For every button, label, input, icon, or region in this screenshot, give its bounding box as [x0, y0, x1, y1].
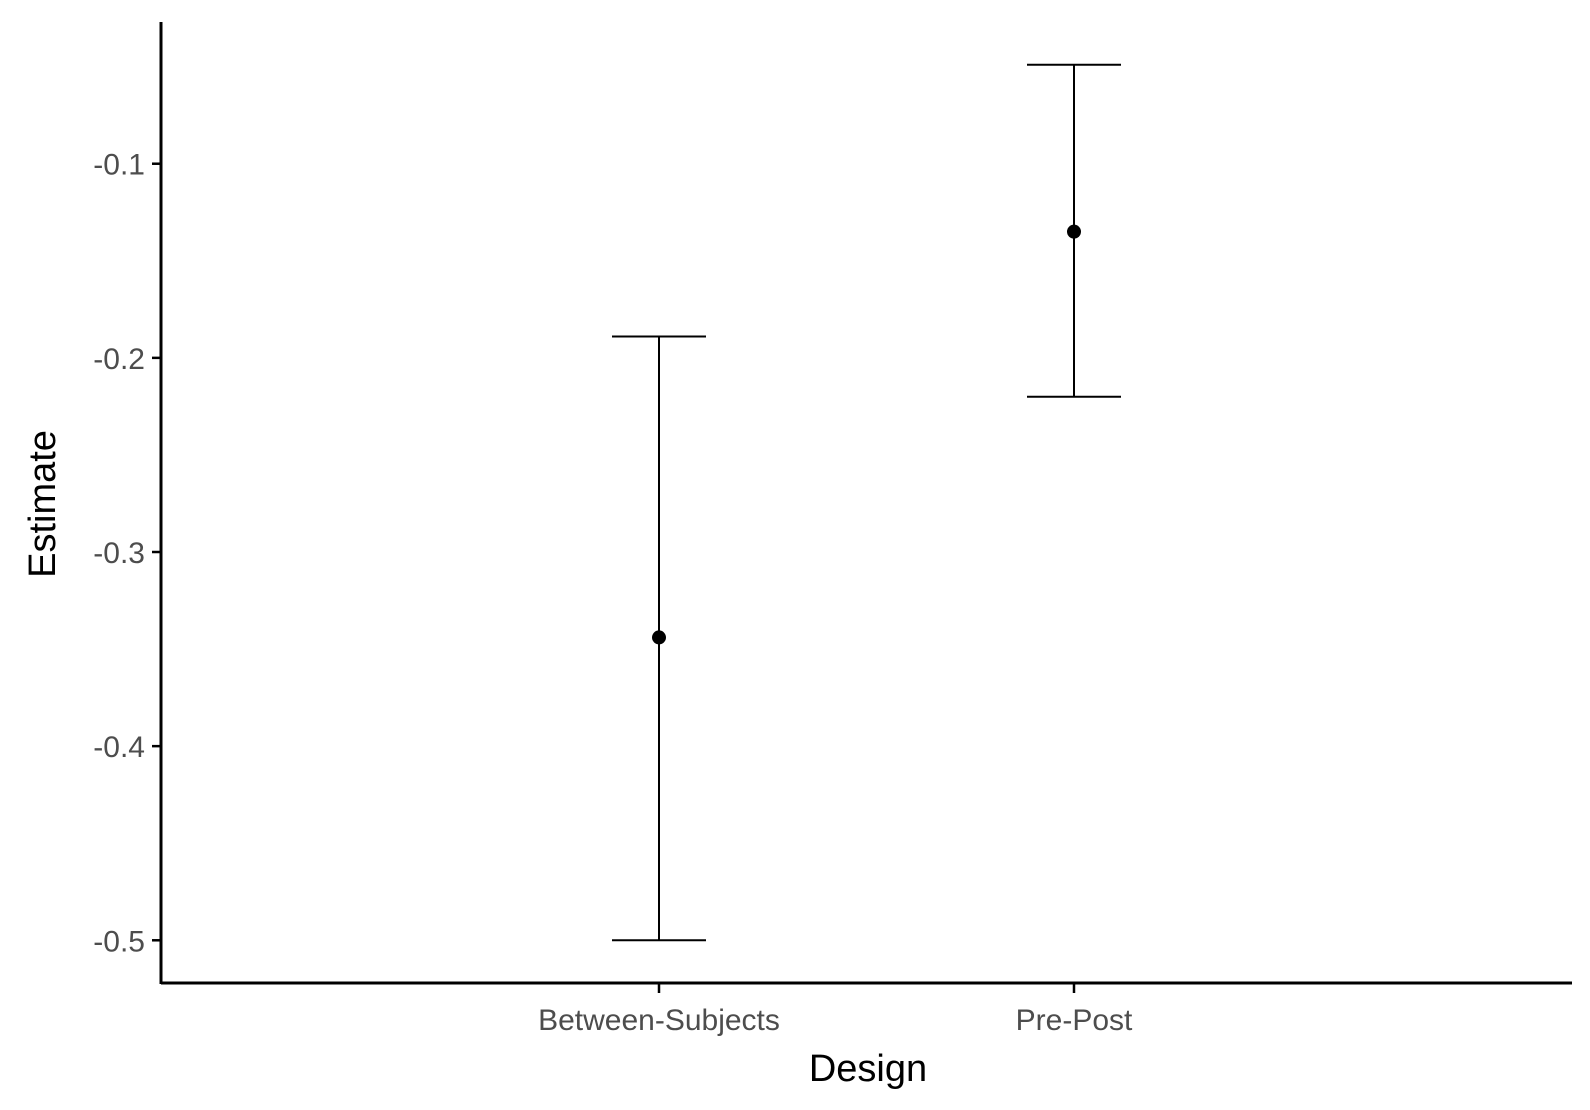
axes [159, 22, 1572, 985]
estimate-point [652, 630, 666, 645]
errorbar-group [612, 335, 706, 942]
y-tick-label: -0.4 [93, 731, 145, 764]
plot-area [612, 63, 1121, 942]
x-tick-label: Between-Subjects [538, 1004, 780, 1037]
y-tick-label: -0.2 [93, 343, 145, 376]
errorbar-group [1027, 63, 1121, 398]
y-tick-label: -0.3 [93, 537, 145, 570]
y-axis-title: Estimate [22, 430, 64, 578]
x-axis-title: Design [809, 1048, 927, 1090]
estimate-point [1067, 224, 1081, 239]
y-axis-ticks: -0.5 -0.4 -0.3 -0.2 -0.1 [93, 149, 161, 958]
y-tick-label: -0.5 [93, 925, 145, 958]
y-tick-label: -0.1 [93, 149, 145, 182]
x-tick-label: Pre-Post [1016, 1004, 1133, 1037]
x-axis-ticks: Between-Subjects Pre-Post [538, 983, 1133, 1037]
